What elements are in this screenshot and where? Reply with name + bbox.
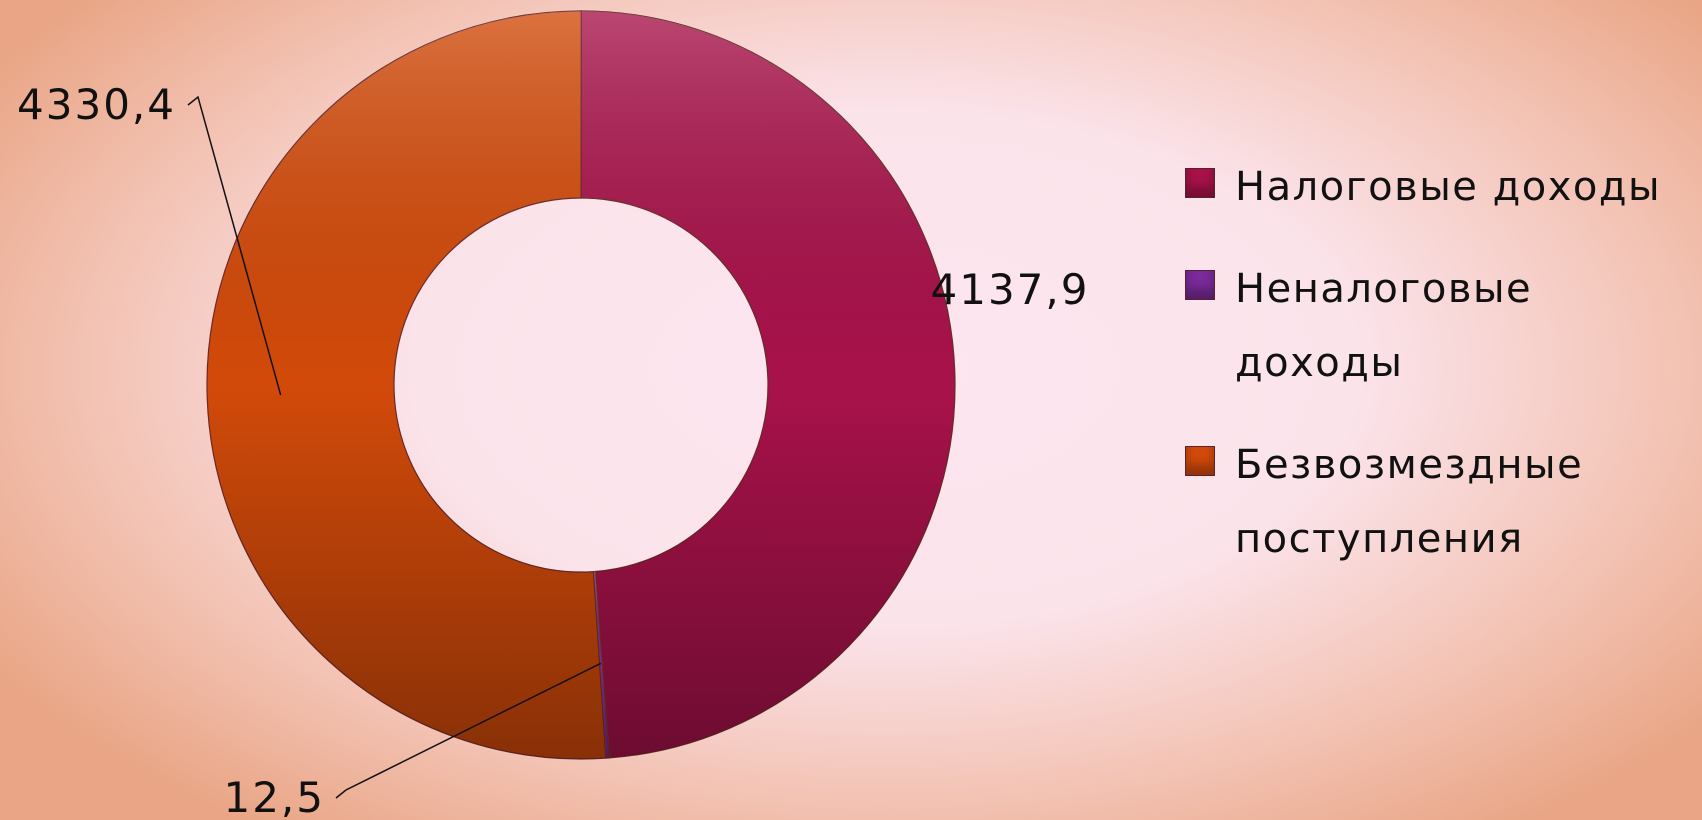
legend: Налоговые доходы Неналоговые доходы Безвоз… — [1185, 150, 1685, 604]
legend-label: Безвозмездные поступления — [1235, 442, 1584, 562]
legend-swatch — [1185, 270, 1215, 300]
data-labels: 4137,9 12,5 4330,4 — [17, 80, 1090, 820]
leader-line — [335, 662, 602, 799]
data-label: 4330,4 — [17, 80, 176, 129]
legend-swatch — [1185, 446, 1215, 476]
data-label: 12,5 — [223, 773, 325, 820]
legend-item: Неналоговые доходы — [1185, 252, 1685, 400]
donut — [206, 10, 956, 760]
legend-item: Безвозмездные поступления — [1185, 428, 1685, 576]
legend-label: Неналоговые доходы — [1235, 266, 1533, 386]
legend-item: Налоговые доходы — [1185, 150, 1685, 224]
donut-slice — [206, 10, 607, 760]
legend-label: Налоговые доходы — [1235, 164, 1662, 210]
legend-swatch — [1185, 168, 1215, 198]
leader-line — [187, 95, 282, 396]
donut-slice — [580, 10, 956, 759]
data-label: 4137,9 — [931, 265, 1090, 314]
